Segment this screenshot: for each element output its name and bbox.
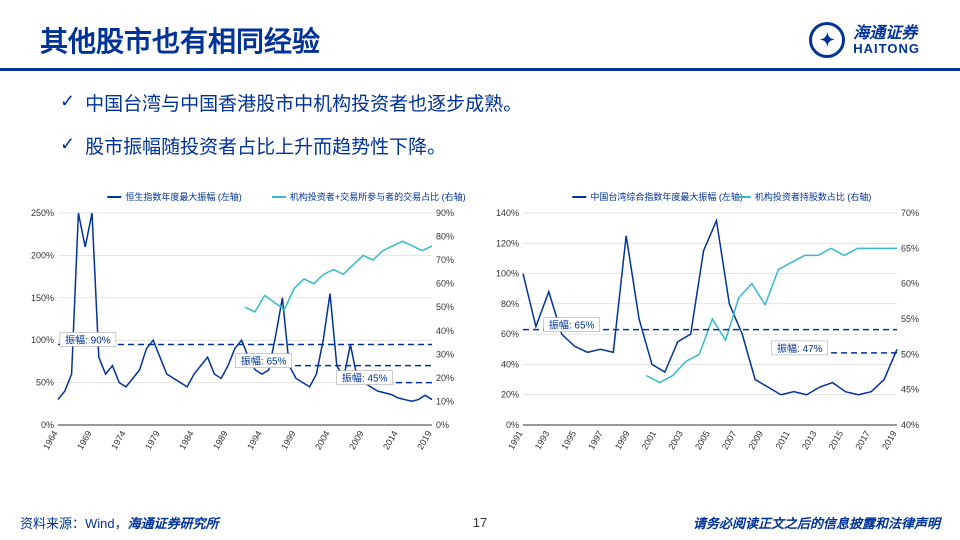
svg-text:1995: 1995 xyxy=(559,429,578,451)
bullet-list: ✓ 中国台湾与中国香港股市中机构投资者也逐步成熟。 ✓ 股市振幅随投资者占比上升… xyxy=(0,71,960,185)
chart-right: 0% 20% 40% 60% 80% 100% 120% 140% 40% 45% 50% 55% 60… xyxy=(485,185,940,455)
svg-text:0%: 0% xyxy=(436,420,449,430)
svg-text:100%: 100% xyxy=(31,335,54,345)
svg-text:2019: 2019 xyxy=(880,429,899,451)
svg-text:1999: 1999 xyxy=(613,429,632,451)
svg-text:20%: 20% xyxy=(436,373,454,383)
svg-text:2017: 2017 xyxy=(853,429,872,451)
footer: 资料来源：Wind，海通证券研究所 17 请务必阅读正文之后的信息披露和法律声明 xyxy=(0,513,960,532)
svg-text:150%: 150% xyxy=(31,293,54,303)
svg-text:2009: 2009 xyxy=(347,429,366,451)
svg-text:2011: 2011 xyxy=(774,429,792,451)
svg-text:2003: 2003 xyxy=(666,429,685,451)
svg-text:振幅: 47%: 振幅: 47% xyxy=(777,342,823,355)
svg-text:1999: 1999 xyxy=(279,429,298,451)
title-bar: 其他股市也有相同经验 ✦ 海通证券 HAITONG xyxy=(0,0,960,71)
page-number: 17 xyxy=(473,515,487,530)
svg-text:0%: 0% xyxy=(506,420,519,430)
source: 资料来源：Wind，海通证券研究所 xyxy=(20,513,219,532)
svg-text:70%: 70% xyxy=(901,208,919,218)
chart-right-svg: 0% 20% 40% 60% 80% 100% 120% 140% 40% 45% 50% 55% 60… xyxy=(485,185,935,455)
svg-text:80%: 80% xyxy=(436,232,454,242)
logo-text: 海通证券 HAITONG xyxy=(853,26,920,55)
svg-text:振幅: 65%: 振幅: 65% xyxy=(241,355,287,368)
svg-text:1991: 1991 xyxy=(506,429,525,451)
svg-text:30%: 30% xyxy=(436,349,454,359)
svg-text:250%: 250% xyxy=(31,208,54,218)
svg-text:2015: 2015 xyxy=(827,429,846,451)
svg-text:200%: 200% xyxy=(31,250,54,260)
bullet-text: 中国台湾与中国香港股市中机构投资者也逐步成熟。 xyxy=(85,89,522,116)
svg-text:1984: 1984 xyxy=(177,429,196,451)
svg-text:65%: 65% xyxy=(901,243,919,253)
logo-cn: 海通证券 xyxy=(853,26,920,42)
svg-text:50%: 50% xyxy=(901,349,919,359)
svg-text:1994: 1994 xyxy=(245,429,264,451)
svg-text:振幅: 90%: 振幅: 90% xyxy=(65,333,111,346)
svg-text:80%: 80% xyxy=(501,299,519,309)
svg-text:140%: 140% xyxy=(496,208,519,218)
svg-text:120%: 120% xyxy=(496,238,519,248)
check-icon: ✓ xyxy=(60,132,75,157)
svg-text:2005: 2005 xyxy=(693,429,712,451)
svg-text:45%: 45% xyxy=(901,385,919,395)
slide: 其他股市也有相同经验 ✦ 海通证券 HAITONG ✓ 中国台湾与中国香港股市中… xyxy=(0,0,960,540)
logo-en: HAITONG xyxy=(853,42,920,55)
svg-text:60%: 60% xyxy=(501,329,519,339)
source-em: 海通证券研究所 xyxy=(128,516,219,531)
svg-text:1993: 1993 xyxy=(533,429,552,451)
svg-text:中国台湾综合指数年度最大振幅 (左轴): 中国台湾综合指数年度最大振幅 (左轴) xyxy=(590,191,743,202)
svg-text:振幅: 45%: 振幅: 45% xyxy=(342,372,388,385)
svg-text:50%: 50% xyxy=(436,302,454,312)
svg-text:振幅: 65%: 振幅: 65% xyxy=(549,319,595,332)
svg-text:1964: 1964 xyxy=(41,429,60,451)
svg-text:机构投资者+交易所参与者的交易占比 (右轴): 机构投资者+交易所参与者的交易占比 (右轴) xyxy=(290,191,466,202)
svg-text:50%: 50% xyxy=(36,378,54,388)
charts-row: 0% 50% 100% 150% 200% 250% 0% 10% 20% 30% 40% 50% 60… xyxy=(0,185,960,455)
svg-text:10%: 10% xyxy=(436,396,454,406)
svg-text:1979: 1979 xyxy=(143,429,162,451)
svg-text:2019: 2019 xyxy=(415,429,434,451)
svg-text:40%: 40% xyxy=(901,420,919,430)
check-icon: ✓ xyxy=(60,89,75,114)
svg-text:机构投资者持股数占比 (右轴): 机构投资者持股数占比 (右轴) xyxy=(755,191,872,202)
svg-text:100%: 100% xyxy=(496,269,519,279)
bullet-item: ✓ 中国台湾与中国香港股市中机构投资者也逐步成熟。 xyxy=(60,89,910,116)
svg-text:1974: 1974 xyxy=(109,429,128,451)
svg-text:2004: 2004 xyxy=(313,429,332,451)
svg-text:1989: 1989 xyxy=(211,429,230,451)
svg-text:2014: 2014 xyxy=(381,429,400,451)
logo-icon: ✦ xyxy=(809,22,845,58)
bullet-text: 股市振幅随投资者占比上升而趋势性下降。 xyxy=(85,132,446,159)
svg-text:90%: 90% xyxy=(436,208,454,218)
svg-text:60%: 60% xyxy=(436,279,454,289)
bullet-item: ✓ 股市振幅随投资者占比上升而趋势性下降。 xyxy=(60,132,910,159)
svg-text:1997: 1997 xyxy=(586,429,605,451)
chart-left: 0% 50% 100% 150% 200% 250% 0% 10% 20% 30% 40% 50% 60… xyxy=(20,185,475,455)
logo: ✦ 海通证券 HAITONG xyxy=(809,22,920,58)
chart-left-svg: 0% 50% 100% 150% 200% 250% 0% 10% 20% 30% 40% 50% 60… xyxy=(20,185,470,455)
svg-text:20%: 20% xyxy=(501,390,519,400)
svg-text:2007: 2007 xyxy=(720,429,739,451)
disclaimer: 请务必阅读正文之后的信息披露和法律声明 xyxy=(693,513,940,532)
page-title: 其他股市也有相同经验 xyxy=(40,20,320,60)
svg-text:40%: 40% xyxy=(436,326,454,336)
svg-text:2009: 2009 xyxy=(746,429,765,451)
svg-text:55%: 55% xyxy=(901,314,919,324)
svg-text:60%: 60% xyxy=(901,279,919,289)
svg-text:40%: 40% xyxy=(501,359,519,369)
svg-text:2013: 2013 xyxy=(800,429,819,451)
svg-text:1969: 1969 xyxy=(75,429,94,451)
svg-text:恒生指数年度最大振幅 (左轴): 恒生指数年度最大振幅 (左轴) xyxy=(125,191,242,202)
source-prefix: 资料来源：Wind， xyxy=(20,516,128,531)
svg-text:0%: 0% xyxy=(41,420,54,430)
svg-text:70%: 70% xyxy=(436,255,454,265)
svg-text:2001: 2001 xyxy=(640,429,659,451)
